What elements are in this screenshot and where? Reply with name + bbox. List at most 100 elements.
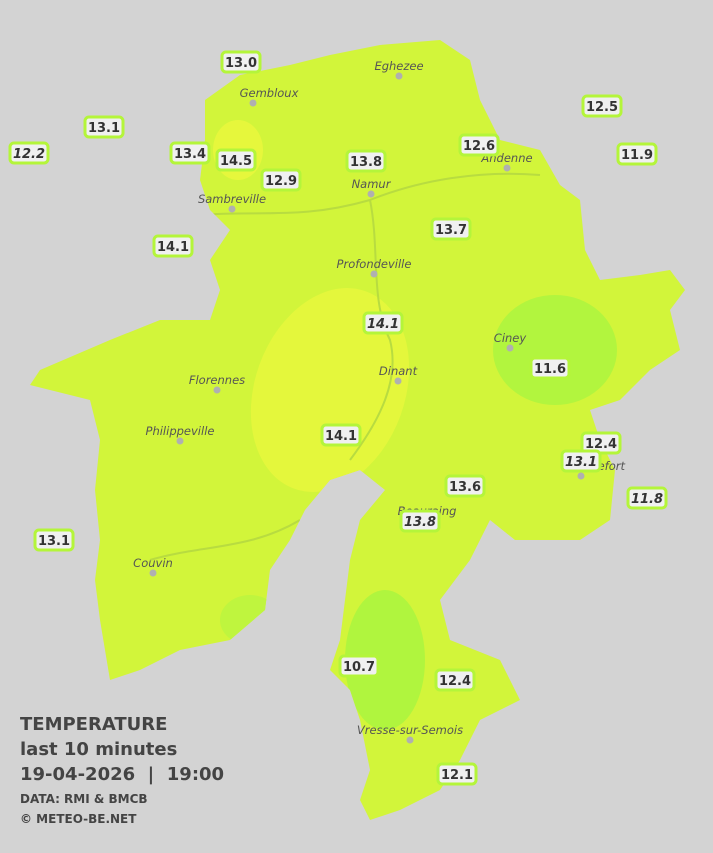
station: 13.6 xyxy=(444,474,486,498)
cool-zone xyxy=(345,590,425,730)
city-dot xyxy=(395,72,403,80)
city-dot xyxy=(406,736,414,744)
city-label: Couvin xyxy=(133,556,173,570)
station-box xyxy=(220,50,262,74)
station-box xyxy=(444,474,486,498)
station: 13.1 xyxy=(83,115,125,139)
station: 11.8 xyxy=(626,486,668,510)
city-dot xyxy=(213,386,221,394)
city-label: Profondeville xyxy=(337,257,412,271)
station-value: 12.2 xyxy=(13,147,45,162)
station-box xyxy=(626,486,668,510)
station: 10.7 xyxy=(338,654,380,678)
city-dot xyxy=(228,205,236,213)
city-label: Florennes xyxy=(189,373,245,387)
legend-subtitle: last 10 minutes xyxy=(20,739,177,760)
station-value: 14.1 xyxy=(157,240,189,255)
station-box xyxy=(458,133,500,157)
station: 12.6 xyxy=(458,133,500,157)
city-dot xyxy=(503,164,511,172)
legend: TEMPERATURE last 10 minutes 19-04-2026 |… xyxy=(20,714,224,826)
station: 13.0 xyxy=(220,50,262,74)
station-value: 13.4 xyxy=(174,147,206,162)
river xyxy=(149,172,541,561)
station: 14.1 xyxy=(152,234,194,258)
city-dot xyxy=(176,437,184,445)
station-box xyxy=(83,115,125,139)
city-label: Namur xyxy=(352,177,392,191)
station: 14.5 xyxy=(215,148,257,172)
station: 12.4 xyxy=(434,668,476,692)
city-label: Ciney xyxy=(494,331,527,345)
station-box xyxy=(430,217,472,241)
station: 11.9 xyxy=(616,142,658,166)
station: 13.7 xyxy=(430,217,472,241)
station-value: 11.8 xyxy=(631,492,663,507)
station-value: 10.7 xyxy=(343,660,375,675)
station: 12.1 xyxy=(436,762,478,786)
station-value: 12.6 xyxy=(463,139,495,154)
station-box xyxy=(345,149,387,173)
station-box xyxy=(434,668,476,692)
station: 13.1 xyxy=(33,528,75,552)
station-value: 13.6 xyxy=(449,480,481,495)
station-box xyxy=(320,423,362,447)
station: 12.2 xyxy=(8,141,50,165)
legend-title: TEMPERATURE xyxy=(20,714,167,735)
station-value: 11.9 xyxy=(621,148,653,163)
station: 13.4 xyxy=(169,141,211,165)
station: 12.9 xyxy=(260,168,302,192)
station-box xyxy=(8,141,50,165)
station-value: 12.9 xyxy=(265,174,297,189)
station: 12.5 xyxy=(581,94,623,118)
station-box xyxy=(581,94,623,118)
city-label: Gembloux xyxy=(240,86,299,100)
city-dot xyxy=(506,344,514,352)
station-box xyxy=(529,356,571,380)
station-value: 13.0 xyxy=(225,56,257,71)
station-value: 11.6 xyxy=(534,362,566,377)
station-value: 13.8 xyxy=(404,515,436,530)
station: 14.1 xyxy=(362,311,404,335)
station-box xyxy=(338,654,380,678)
city-dot xyxy=(149,569,157,577)
station-value: 13.1 xyxy=(565,455,597,470)
station-value: 14.5 xyxy=(220,154,252,169)
warm-zone xyxy=(250,288,410,492)
station-value: 12.4 xyxy=(585,437,617,452)
city-dot xyxy=(370,270,378,278)
station-box xyxy=(260,168,302,192)
station-value: 13.8 xyxy=(350,155,382,170)
city-dot xyxy=(249,99,257,107)
city-label: Vresse-sur-Semois xyxy=(357,723,463,737)
station-value: 14.1 xyxy=(325,429,357,444)
station-box xyxy=(362,311,404,335)
station: 11.6 xyxy=(529,356,571,380)
legend-source: DATA: RMI & BMCB xyxy=(20,792,148,806)
station-value: 13.1 xyxy=(88,121,120,136)
station-box xyxy=(152,234,194,258)
city-label: Sambreville xyxy=(198,192,266,206)
station: 13.8 xyxy=(399,509,441,533)
legend-copyright: © METEO-BE.NET xyxy=(20,812,137,826)
station-value: 12.5 xyxy=(586,100,618,115)
station: 12.4 xyxy=(580,431,622,455)
station-box xyxy=(616,142,658,166)
city-dot xyxy=(394,377,402,385)
station-box xyxy=(33,528,75,552)
station-value: 12.4 xyxy=(439,674,471,689)
station: 14.1 xyxy=(320,423,362,447)
station-value: 14.1 xyxy=(367,317,399,332)
station-box xyxy=(215,148,257,172)
city-label: Eghezee xyxy=(374,59,423,73)
city-label: Dinant xyxy=(379,364,418,378)
station: 13.1 xyxy=(560,449,602,473)
station-value: 12.1 xyxy=(441,768,473,783)
station-box xyxy=(399,509,441,533)
city-dot xyxy=(367,190,375,198)
cool-zone xyxy=(493,295,617,405)
station-box xyxy=(169,141,211,165)
station: 13.8 xyxy=(345,149,387,173)
city-label: Philippeville xyxy=(146,424,215,438)
